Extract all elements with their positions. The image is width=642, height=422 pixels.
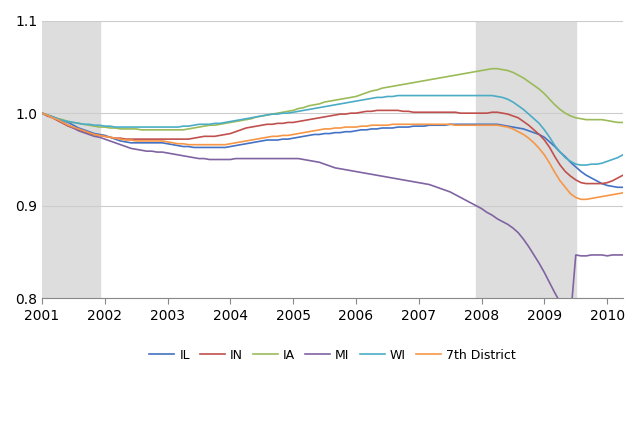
Bar xyxy=(476,21,576,298)
MI xyxy=(268,156,276,161)
IA xyxy=(205,123,213,128)
7th District xyxy=(577,197,585,202)
IL xyxy=(205,145,213,150)
7th District xyxy=(205,142,213,147)
IA xyxy=(499,67,507,72)
WI xyxy=(268,111,276,116)
WI xyxy=(426,93,433,98)
IN xyxy=(373,108,381,113)
IA xyxy=(211,123,218,128)
IL xyxy=(420,124,428,129)
WI xyxy=(205,122,213,127)
Line: IN: IN xyxy=(42,111,634,184)
MI xyxy=(106,138,114,143)
7th District xyxy=(38,111,46,116)
IA xyxy=(426,77,433,82)
IL xyxy=(38,111,46,116)
MI xyxy=(567,314,575,319)
Line: 7th District: 7th District xyxy=(42,113,634,199)
IA xyxy=(106,125,114,130)
WI xyxy=(38,111,46,116)
WI xyxy=(494,94,501,99)
IL xyxy=(488,122,496,127)
7th District xyxy=(488,123,496,128)
WI xyxy=(200,122,208,127)
IN xyxy=(106,135,114,140)
7th District xyxy=(106,135,114,140)
Line: WI: WI xyxy=(42,95,634,165)
IA xyxy=(488,66,496,71)
IN xyxy=(494,110,501,115)
IL xyxy=(614,185,621,190)
IN xyxy=(38,111,46,116)
IA xyxy=(38,111,46,116)
IA xyxy=(273,111,281,116)
IN xyxy=(426,110,433,115)
WI xyxy=(394,93,402,98)
Line: IA: IA xyxy=(42,69,634,130)
IN xyxy=(268,122,276,127)
IN xyxy=(205,134,213,139)
IA xyxy=(137,127,145,133)
Bar xyxy=(42,21,100,298)
7th District xyxy=(420,122,428,127)
IA xyxy=(630,118,638,123)
IL xyxy=(106,135,114,140)
WI xyxy=(577,162,585,168)
MI xyxy=(38,111,46,116)
IN xyxy=(630,169,638,174)
MI xyxy=(420,181,428,186)
WI xyxy=(630,149,638,154)
IL xyxy=(268,138,276,143)
MI xyxy=(205,157,213,162)
IN xyxy=(582,181,590,186)
IN xyxy=(200,134,208,139)
IL xyxy=(630,183,638,188)
Legend: IL, IN, IA, MI, WI, 7th District: IL, IN, IA, MI, WI, 7th District xyxy=(144,344,521,367)
7th District xyxy=(200,142,208,147)
MI xyxy=(488,213,496,218)
Line: IL: IL xyxy=(42,113,634,187)
Line: MI: MI xyxy=(42,113,634,317)
IL xyxy=(200,145,208,150)
MI xyxy=(630,252,638,257)
MI xyxy=(200,156,208,161)
7th District xyxy=(268,134,276,139)
7th District xyxy=(630,189,638,194)
WI xyxy=(106,124,114,129)
